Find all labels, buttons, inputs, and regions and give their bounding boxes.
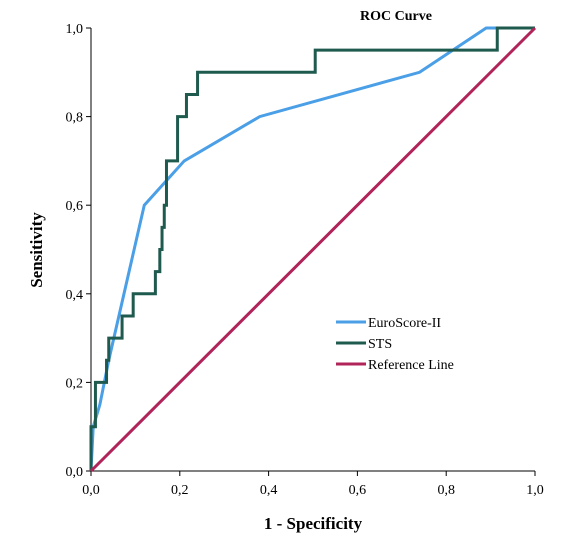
y-tick-label: 0,4 [66,288,84,303]
series-line-reference-line [89,26,537,473]
x-tick-label: 0,6 [349,483,367,498]
y-tick-label: 1,0 [66,22,84,37]
chart-title: ROC Curve [360,9,432,24]
y-tick-label: 0,0 [66,465,84,480]
series-layer [89,26,537,473]
legend: EuroScore-II STS Reference Line [336,316,454,373]
y-axis-ticks: 0,0 0,2 0,4 0,6 0,8 1,0 [66,22,91,480]
y-tick-label: 0,6 [66,199,84,214]
x-tick-label: 0,0 [82,483,100,498]
x-tick-label: 0,2 [171,483,189,498]
x-tick-label: 0,4 [260,483,278,498]
series-line-sts [89,26,535,471]
y-tick-label: 0,8 [66,111,84,126]
legend-label-sts: STS [368,337,392,352]
x-axis-title: 1 - Specificity [264,514,363,533]
x-tick-label: 0,8 [437,483,455,498]
x-tick-label: 1,0 [526,483,544,498]
y-axis-title: Sensitivity [27,212,46,288]
y-tick-label: 0,2 [66,376,84,391]
legend-label-reference-line: Reference Line [368,358,454,373]
legend-label-euroscore-ii: EuroScore-II [368,316,441,331]
x-axis-ticks: 0,0 0,2 0,4 0,6 0,8 1,0 [82,471,544,498]
